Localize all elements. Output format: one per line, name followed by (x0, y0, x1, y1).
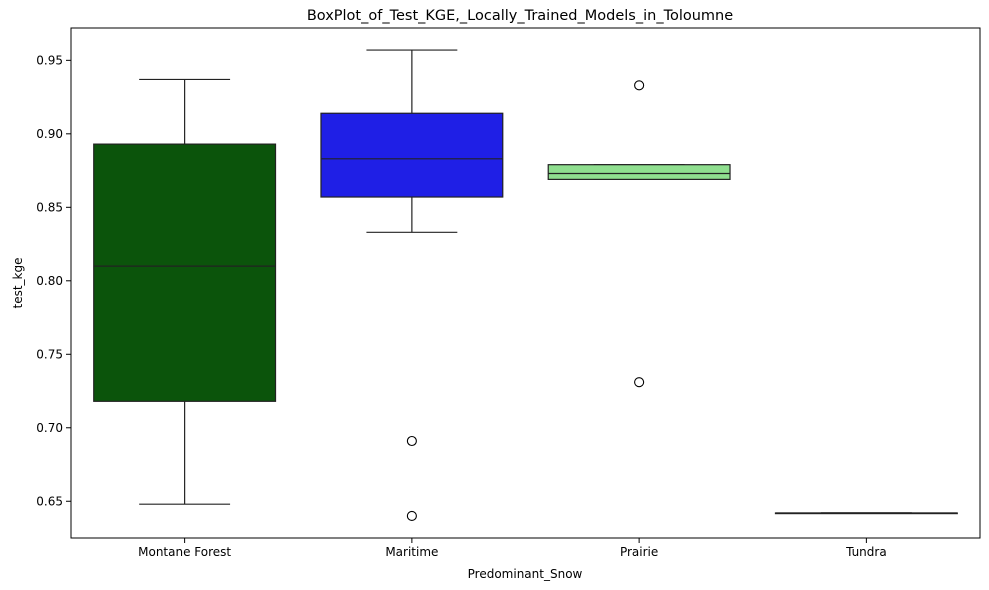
outlier-point (406, 510, 417, 522)
box-group (93, 78, 277, 505)
outlier-point (634, 80, 645, 91)
outlier-point (634, 377, 645, 388)
axis-ticks: 0.65 0.70 0.75 0.80 0.85 0.90 0.95 Montane Fore… (36, 53, 886, 559)
y-tick-label: 0.65 (36, 494, 63, 508)
box-group (774, 512, 958, 515)
iqr-box (93, 143, 277, 402)
y-tick-label: 0.90 (36, 127, 63, 141)
x-tick-label: Tundra (845, 545, 887, 559)
y-tick-label: 0.75 (36, 347, 63, 361)
y-axis-label: test_kge (11, 258, 25, 309)
y-tick-label: 0.95 (36, 53, 63, 67)
y-tick-label: 0.85 (36, 200, 63, 214)
x-tick-label: Prairie (620, 545, 658, 559)
y-tick-label: 0.70 (36, 421, 63, 435)
box-group (547, 80, 731, 388)
x-axis-label: Predominant_Snow (468, 567, 583, 581)
boxes-layer (93, 49, 958, 522)
plot-area-frame (70, 27, 981, 539)
box-group (320, 49, 504, 522)
chart-title: BoxPlot_of_Test_KGE,_Locally_Trained_Mod… (307, 8, 733, 24)
iqr-box (547, 164, 731, 180)
x-tick-label: Montane Forest (138, 545, 231, 559)
y-tick-label: 0.80 (36, 274, 63, 288)
x-tick-label: Maritime (385, 545, 438, 559)
iqr-box (320, 112, 504, 198)
outlier-point (406, 435, 417, 447)
